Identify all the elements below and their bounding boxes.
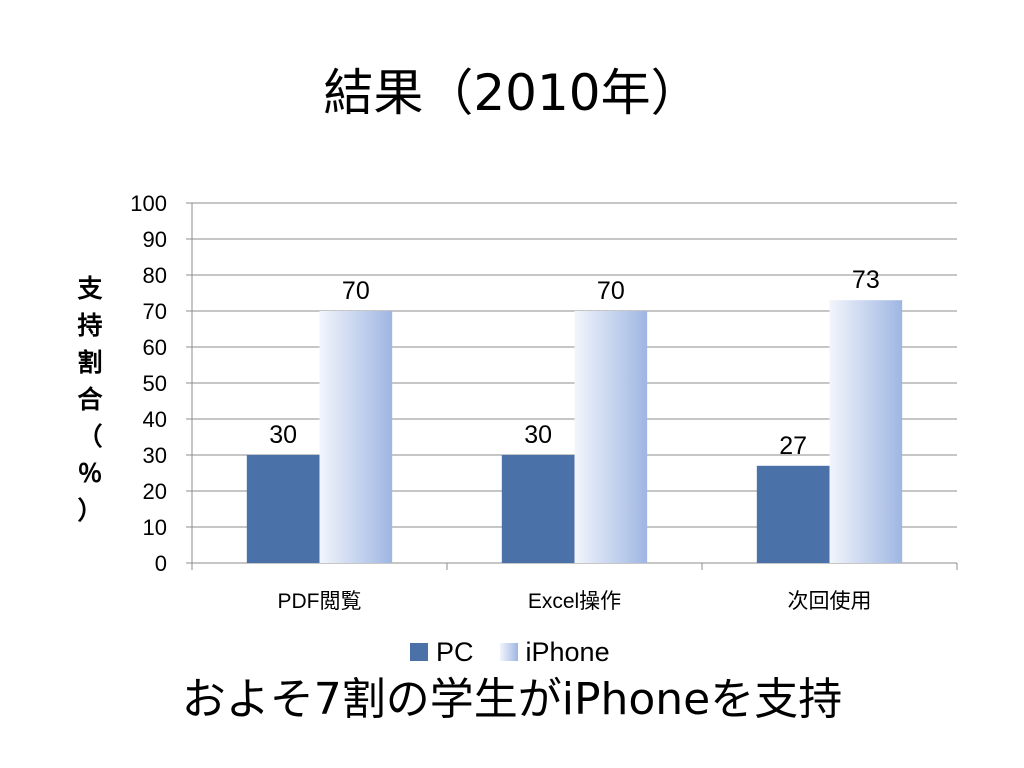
y-axis-title-char: 合 [77,385,103,414]
x-tick-label: Excel操作 [528,590,621,613]
bar-pc [246,455,320,563]
legend-label-iphone: iPhone [525,636,610,667]
x-tick-label: PDF閲覧 [278,590,362,613]
y-axis-title-char: ） [77,496,103,525]
y-axis-title-char: ％ [77,459,103,488]
legend-label-pc: PC [436,636,474,667]
y-tick-label: 100 [130,191,167,216]
y-axis-title-char: 持 [77,311,103,340]
legend-swatch-iphone [499,643,518,661]
legend-swatch-pc [410,643,428,661]
y-tick-label: 80 [143,263,167,288]
data-label-pc: 27 [779,432,807,460]
bars [246,300,903,563]
bar-iphone [574,311,648,563]
data-label-iphone: 70 [342,277,370,305]
y-axis-title-char: （ [77,422,103,451]
y-tick-label: 0 [155,551,167,576]
y-tick-label: 90 [143,227,167,252]
y-tick-label: 70 [143,299,167,324]
bar-pc [501,455,575,563]
y-tick-label: 40 [143,407,167,432]
y-tick-label: 10 [143,515,167,540]
data-label-pc: 30 [269,421,297,449]
y-tick-label: 60 [143,335,167,360]
y-tick-label: 50 [143,371,167,396]
data-label-iphone: 73 [852,266,880,294]
y-axis-title: 支 持 割 合 （ ％ ） [70,270,110,525]
bar-iphone [829,300,903,563]
bar-pc [756,465,830,563]
chart-legend: PC iPhone [410,636,636,668]
y-axis-title-char: 支 [77,274,103,303]
legend-item-pc: PC [410,637,474,668]
labels: 0 10 20 30 40 50 60 70 80 90 100 PDF閲覧 30 70 Excel操作 30… [130,191,879,613]
x-tick-label: 次回使用 [788,590,872,613]
slide-footer-text: およそ7割の学生がiPhoneを支持 [181,674,843,725]
data-label-pc: 30 [524,421,552,449]
y-axis-title-char: 割 [77,348,103,377]
y-tick-label: 20 [143,479,167,504]
bar-iphone [319,311,393,563]
slide-title: 結果（2010年） [323,64,701,122]
legend-item-iphone: iPhone [499,636,610,668]
y-tick-label: 30 [143,443,167,468]
data-label-iphone: 70 [597,277,625,305]
